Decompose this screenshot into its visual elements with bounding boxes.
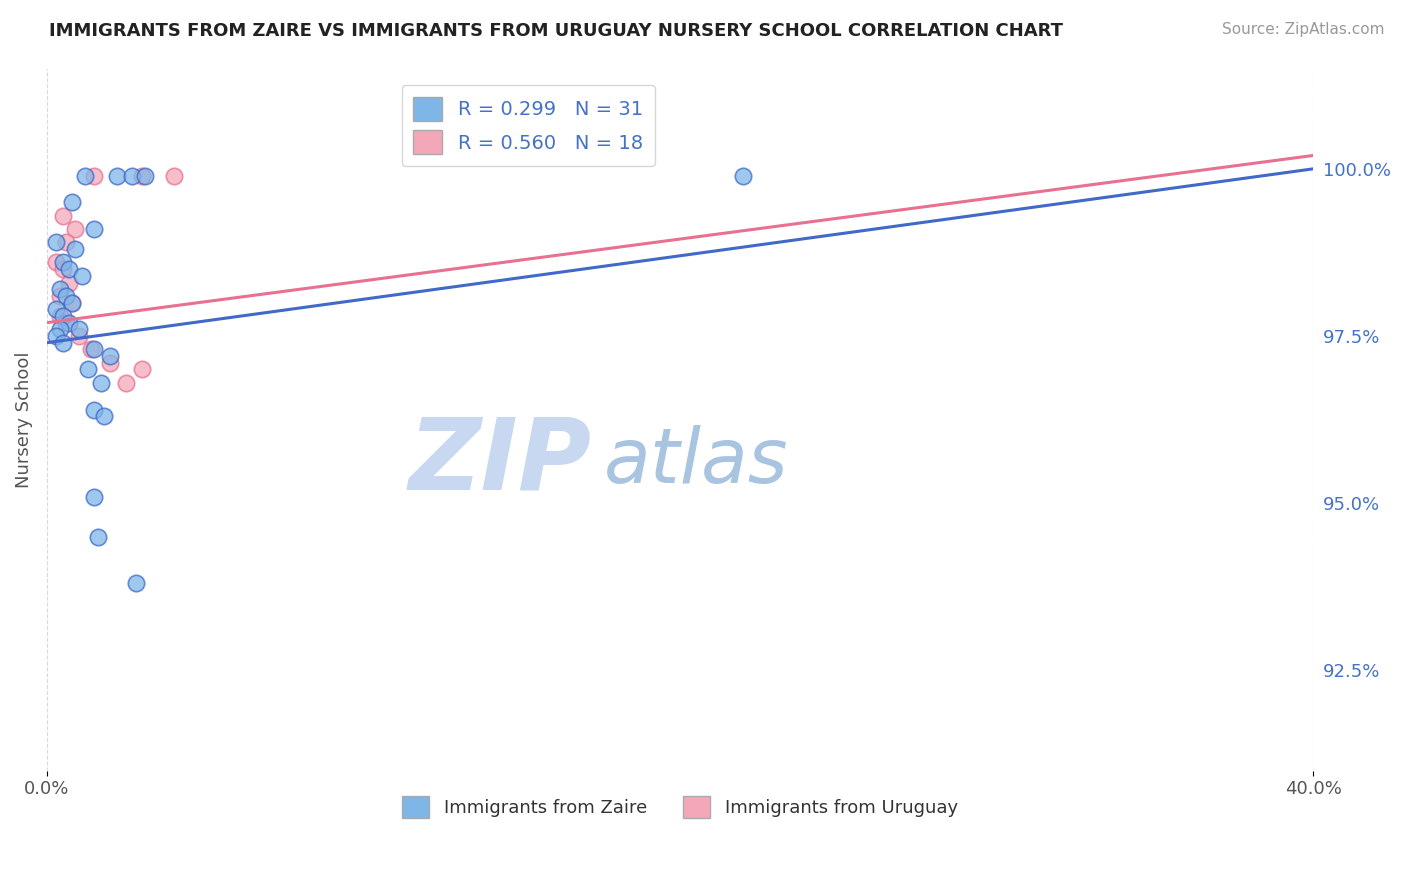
Point [48, 309, 70, 323]
Point [105, 169, 128, 183]
Point [58, 276, 80, 290]
Point [45, 302, 67, 317]
Text: Source: ZipAtlas.com: Source: ZipAtlas.com [1222, 22, 1385, 37]
Point [83, 343, 105, 357]
Point [162, 169, 184, 183]
Point [45, 329, 67, 343]
Point [55, 289, 77, 303]
Point [93, 409, 115, 424]
Point [55, 316, 77, 330]
Point [67, 322, 90, 336]
Point [733, 169, 755, 183]
Point [73, 169, 96, 183]
Point [45, 255, 67, 269]
Point [98, 356, 121, 370]
Point [86, 530, 108, 544]
Point [60, 295, 83, 310]
Point [83, 402, 105, 417]
Point [134, 169, 156, 183]
Point [52, 255, 75, 269]
Point [83, 169, 105, 183]
Text: ZIP: ZIP [408, 413, 592, 510]
Point [115, 376, 138, 390]
Point [65, 222, 87, 236]
Point [52, 209, 75, 223]
Point [48, 289, 70, 303]
Point [52, 309, 75, 323]
Point [48, 322, 70, 336]
Point [80, 343, 103, 357]
Point [67, 329, 90, 343]
Point [60, 295, 83, 310]
Point [58, 262, 80, 277]
Text: IMMIGRANTS FROM ZAIRE VS IMMIGRANTS FROM URUGUAY NURSERY SCHOOL CORRELATION CHAR: IMMIGRANTS FROM ZAIRE VS IMMIGRANTS FROM… [49, 22, 1063, 40]
Legend: Immigrants from Zaire, Immigrants from Uruguay: Immigrants from Zaire, Immigrants from U… [395, 789, 965, 825]
Point [70, 268, 93, 283]
Point [55, 235, 77, 250]
Point [131, 362, 153, 376]
Point [52, 335, 75, 350]
Point [121, 169, 143, 183]
Point [98, 349, 121, 363]
Y-axis label: Nursery School: Nursery School [15, 351, 32, 488]
Point [124, 576, 146, 591]
Point [77, 362, 100, 376]
Text: atlas: atlas [605, 425, 789, 499]
Point [45, 235, 67, 250]
Point [83, 222, 105, 236]
Point [90, 376, 112, 390]
Point [60, 195, 83, 210]
Point [52, 262, 75, 277]
Point [48, 282, 70, 296]
Point [83, 490, 105, 504]
Point [131, 169, 153, 183]
Point [65, 242, 87, 256]
Point [58, 316, 80, 330]
